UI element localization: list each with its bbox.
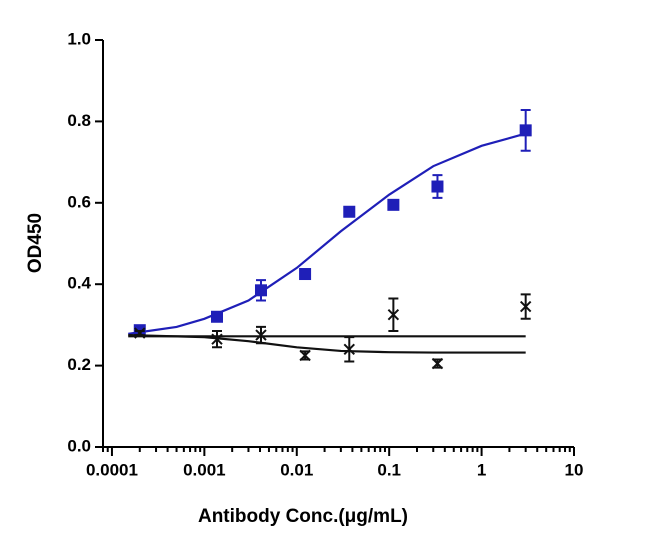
- y-tick-label: 1.0: [67, 29, 91, 48]
- fit-curve: [128, 132, 526, 335]
- data-point: [519, 300, 532, 313]
- data-point: [387, 309, 400, 321]
- x-tick-label: 1: [477, 460, 486, 479]
- x-tick-label: 0.0001: [86, 460, 138, 479]
- y-tick-label: 0.0: [67, 436, 91, 455]
- data-point: [299, 349, 311, 362]
- data-point: [431, 180, 444, 193]
- x-tick-label: 0.1: [377, 460, 401, 479]
- data-point: [343, 205, 356, 218]
- y-tick-label: 0.6: [67, 192, 91, 211]
- x-tick-label: 0.01: [280, 460, 313, 479]
- data-point: [387, 198, 400, 211]
- data-point: [255, 329, 267, 341]
- y-tick-label: 0.8: [67, 111, 91, 130]
- fit-curve: [128, 333, 526, 354]
- data-point: [134, 327, 146, 339]
- data-point: [343, 343, 355, 356]
- x-axis-label: Antibody Conc.(μg/mL): [198, 506, 408, 527]
- y-tick-label: 0.2: [67, 355, 91, 374]
- data-point: [210, 310, 223, 323]
- y-axis-label: OD450: [25, 213, 46, 273]
- x-tick-label: 0.001: [183, 460, 226, 479]
- data-point: [299, 268, 312, 281]
- data-point: [211, 333, 223, 345]
- data-point: [431, 357, 444, 370]
- data-point: [519, 124, 532, 137]
- y-tick-label: 0.4: [67, 274, 91, 293]
- data-point: [254, 284, 267, 297]
- x-tick-label: 10: [565, 460, 584, 479]
